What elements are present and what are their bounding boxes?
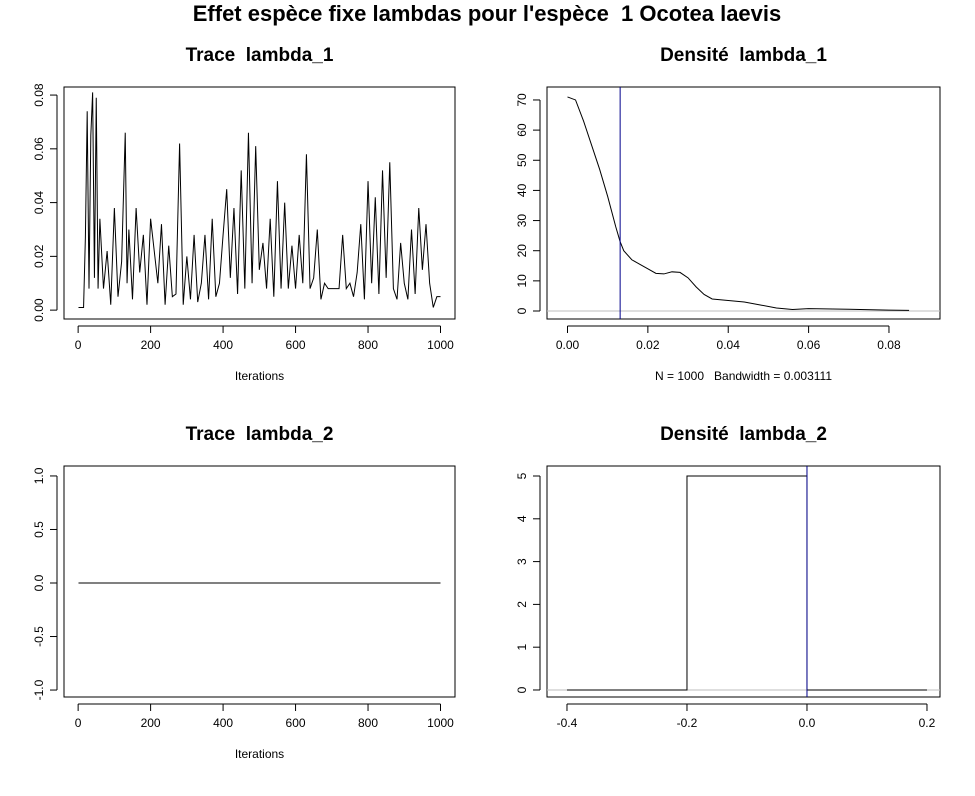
x-tick-label: 800 <box>358 716 378 730</box>
main-title: Effet espèce fixe lambdas pour l'espèce … <box>193 1 782 26</box>
y-tick-label: 70 <box>515 93 529 107</box>
y-tick-label: 40 <box>515 183 529 197</box>
x-tick-label: 0 <box>75 338 82 352</box>
y-tick-label: 0 <box>515 686 529 693</box>
y-tick-label: 0.5 <box>32 521 46 538</box>
x-tick-label: 0.00 <box>556 338 580 352</box>
plot-frame <box>63 465 456 698</box>
plot-frame <box>63 86 456 320</box>
x-tick-label: 600 <box>286 338 306 352</box>
x-tick-label: 0 <box>75 716 82 730</box>
y-tick-label: 30 <box>515 214 529 228</box>
y-tick-label: 0.00 <box>32 298 46 322</box>
data-line <box>78 92 441 308</box>
y-tick-label: 0.04 <box>32 191 46 215</box>
x-tick-label: 400 <box>213 716 233 730</box>
x-axis-label: N = 1000 Bandwidth = 0.003111 <box>655 369 832 383</box>
x-axis-label: Iterations <box>235 747 284 761</box>
y-tick-label: 2 <box>515 601 529 608</box>
y-tick-label: 0.08 <box>32 83 46 107</box>
y-tick-label: 5 <box>515 472 529 479</box>
x-tick-label: 0.06 <box>797 338 821 352</box>
x-axis-label: Iterations <box>235 369 284 383</box>
x-tick-label: 200 <box>141 716 161 730</box>
y-tick-label: 20 <box>515 244 529 258</box>
x-tick-label: 0.04 <box>717 338 741 352</box>
x-tick-label: 400 <box>213 338 233 352</box>
x-tick-label: 0.02 <box>636 338 660 352</box>
y-tick-label: 60 <box>515 123 529 137</box>
panel-title: Densité lambda_2 <box>660 424 827 445</box>
x-tick-label: 0.2 <box>919 716 936 730</box>
x-tick-label: 1000 <box>427 716 454 730</box>
y-tick-label: -0.5 <box>32 626 46 647</box>
y-tick-label: 50 <box>515 153 529 167</box>
plot-frame <box>546 86 941 320</box>
panel-title: Densité lambda_1 <box>660 45 827 66</box>
y-tick-label: 1 <box>515 644 529 651</box>
x-tick-label: 800 <box>358 338 378 352</box>
data-line <box>566 475 927 691</box>
plot-frame <box>546 465 941 698</box>
y-tick-label: 0.06 <box>32 137 46 161</box>
y-tick-label: 0.0 <box>32 574 46 591</box>
y-tick-label: 0.02 <box>32 244 46 268</box>
panel-title: Trace lambda_2 <box>186 424 334 445</box>
x-tick-label: 1000 <box>427 338 454 352</box>
panel-title: Trace lambda_1 <box>186 45 334 66</box>
x-tick-label: 0.08 <box>877 338 901 352</box>
y-tick-label: 4 <box>515 515 529 522</box>
x-tick-label: 0.0 <box>799 716 816 730</box>
data-line <box>567 96 910 311</box>
y-tick-label: 1.0 <box>32 467 46 484</box>
x-tick-label: -0.4 <box>557 716 578 730</box>
x-tick-label: 200 <box>141 338 161 352</box>
y-tick-label: 0 <box>515 307 529 314</box>
y-tick-label: -1.0 <box>32 679 46 700</box>
x-tick-label: -0.2 <box>677 716 698 730</box>
y-tick-label: 10 <box>515 274 529 288</box>
y-tick-label: 3 <box>515 558 529 565</box>
x-tick-label: 600 <box>286 716 306 730</box>
